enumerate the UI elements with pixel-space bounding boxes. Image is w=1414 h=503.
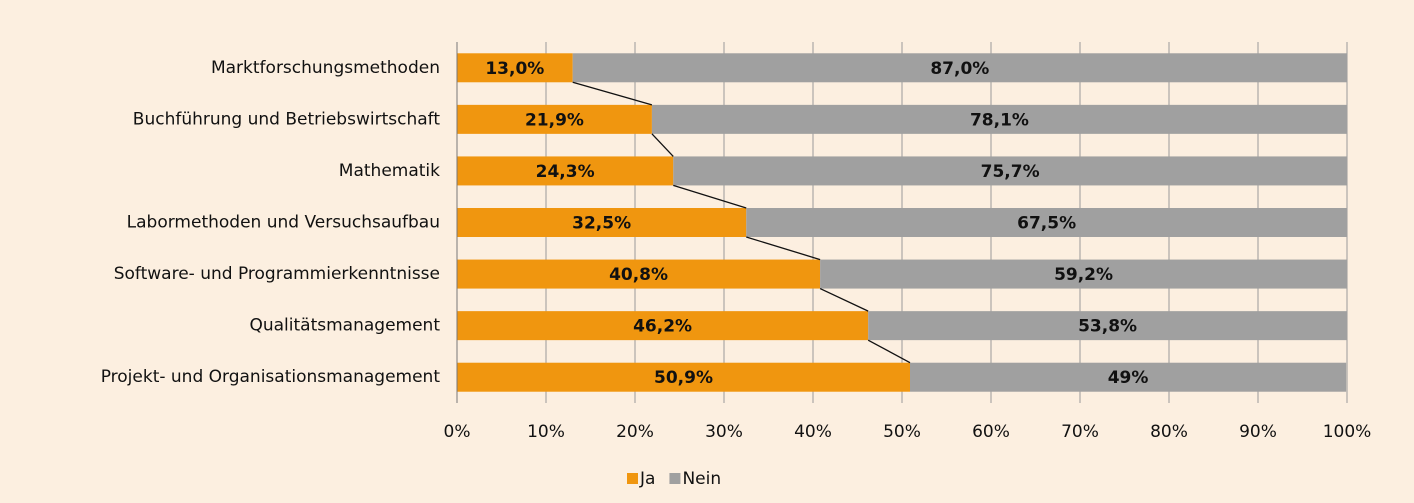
legend-label: Ja <box>639 469 655 489</box>
y-tick-label: Buchführung und Betriebswirtschaft <box>133 109 441 129</box>
series-line <box>746 236 821 261</box>
series-line <box>673 184 747 209</box>
bar-segment <box>457 362 911 392</box>
series-line <box>867 339 911 364</box>
x-tick-label: 80% <box>1150 422 1188 442</box>
bar-segment <box>910 362 1347 392</box>
value-label: 78,1% <box>970 110 1029 130</box>
value-label: 75,7% <box>981 162 1040 182</box>
x-tick-label: 100% <box>1323 422 1372 442</box>
x-tick-label: 40% <box>794 422 832 442</box>
x-tick-label: 0% <box>444 422 471 442</box>
bar-segment <box>457 104 652 134</box>
value-label: 50,9% <box>654 368 713 388</box>
legend-label: Nein <box>682 469 721 489</box>
value-label: 13,0% <box>485 59 544 79</box>
bar-segment <box>651 104 1347 134</box>
y-tick-label: Qualitätsmanagement <box>249 316 440 336</box>
value-label: 53,8% <box>1078 317 1137 337</box>
bar-segment <box>457 259 821 289</box>
bar-segment <box>746 208 1347 237</box>
value-label: 40,8% <box>609 265 668 285</box>
x-tick-label: 30% <box>705 422 743 442</box>
series-line <box>572 81 653 106</box>
x-tick-label: 60% <box>972 422 1010 442</box>
x-tick-label: 50% <box>883 422 921 442</box>
series-line <box>651 133 674 157</box>
x-tick-label: 90% <box>1239 422 1277 442</box>
bar-segment <box>457 311 869 341</box>
value-label: 46,2% <box>633 317 692 337</box>
value-label: 87,0% <box>930 59 989 79</box>
value-label: 67,5% <box>1017 214 1076 234</box>
y-tick-label: Software- und Programmierkenntnisse <box>114 264 440 284</box>
bar-segment <box>820 259 1347 289</box>
y-tick-label: Labormethoden und Versuchsaufbau <box>127 213 440 233</box>
bar-segment <box>868 311 1347 341</box>
x-tick-label: 10% <box>527 422 565 442</box>
bar-segment <box>457 53 573 83</box>
legend-swatch <box>669 473 681 484</box>
series-line <box>819 287 869 312</box>
bar-segment <box>572 53 1347 83</box>
bar-segment <box>457 208 747 237</box>
bar-segment <box>673 156 1347 186</box>
legend-swatch <box>627 473 638 484</box>
value-label: 24,3% <box>536 162 595 182</box>
value-label: 59,2% <box>1054 265 1113 285</box>
value-label: 32,5% <box>572 214 631 234</box>
y-tick-label: Projekt- und Organisationsmanagement <box>101 367 441 387</box>
value-label: 49% <box>1108 368 1149 388</box>
bar-segment <box>457 156 674 186</box>
x-tick-label: 20% <box>616 422 654 442</box>
y-tick-label: Mathematik <box>339 161 440 181</box>
value-label: 21,9% <box>525 110 584 130</box>
y-tick-label: Marktforschungsmethoden <box>211 58 440 78</box>
x-tick-label: 70% <box>1061 422 1099 442</box>
